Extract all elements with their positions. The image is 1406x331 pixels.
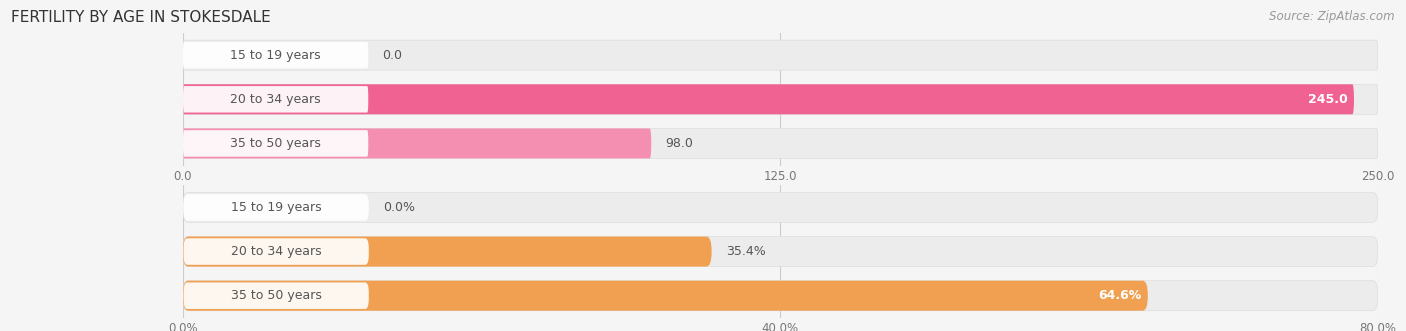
- Text: Source: ZipAtlas.com: Source: ZipAtlas.com: [1270, 10, 1395, 23]
- FancyBboxPatch shape: [183, 281, 1378, 311]
- FancyBboxPatch shape: [183, 128, 1378, 159]
- Text: 35 to 50 years: 35 to 50 years: [231, 289, 322, 302]
- Text: FERTILITY BY AGE IN STOKESDALE: FERTILITY BY AGE IN STOKESDALE: [11, 10, 271, 25]
- FancyBboxPatch shape: [183, 281, 1147, 311]
- FancyBboxPatch shape: [183, 237, 711, 266]
- FancyBboxPatch shape: [184, 282, 368, 309]
- FancyBboxPatch shape: [183, 86, 368, 113]
- FancyBboxPatch shape: [183, 192, 1378, 222]
- Text: 15 to 19 years: 15 to 19 years: [231, 201, 322, 214]
- FancyBboxPatch shape: [183, 84, 1354, 114]
- FancyBboxPatch shape: [183, 237, 1378, 266]
- Text: 98.0: 98.0: [665, 137, 693, 150]
- FancyBboxPatch shape: [184, 238, 368, 265]
- Text: 0.0%: 0.0%: [382, 201, 415, 214]
- Text: 245.0: 245.0: [1308, 93, 1348, 106]
- FancyBboxPatch shape: [183, 128, 651, 159]
- Text: 64.6%: 64.6%: [1098, 289, 1142, 302]
- FancyBboxPatch shape: [183, 84, 1378, 114]
- FancyBboxPatch shape: [183, 40, 1378, 70]
- FancyBboxPatch shape: [183, 130, 368, 157]
- FancyBboxPatch shape: [184, 194, 368, 221]
- Text: 35.4%: 35.4%: [725, 245, 766, 258]
- Text: 20 to 34 years: 20 to 34 years: [231, 245, 322, 258]
- FancyBboxPatch shape: [183, 42, 368, 69]
- Text: 0.0: 0.0: [382, 49, 402, 62]
- Text: 15 to 19 years: 15 to 19 years: [231, 49, 321, 62]
- Text: 35 to 50 years: 35 to 50 years: [231, 137, 321, 150]
- Text: 20 to 34 years: 20 to 34 years: [231, 93, 321, 106]
